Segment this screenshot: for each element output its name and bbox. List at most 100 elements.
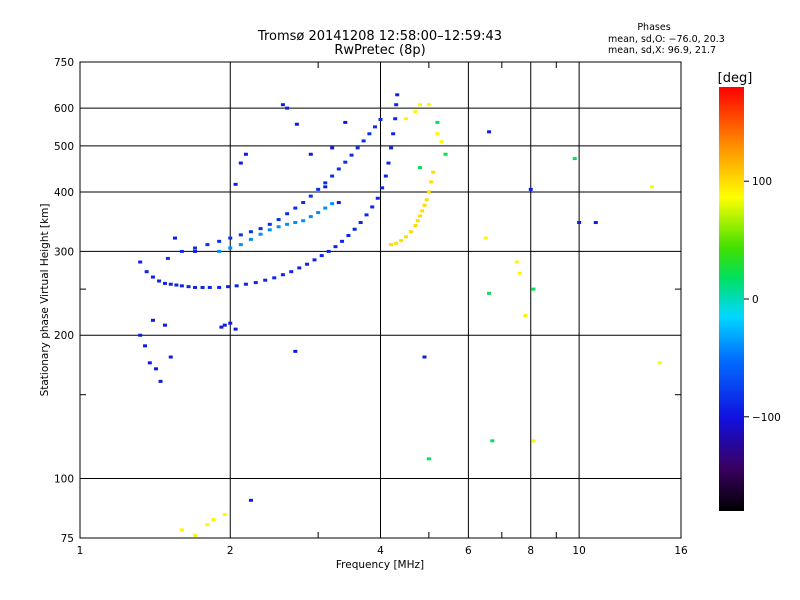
data-point: [147, 361, 152, 365]
data-point: [487, 291, 492, 295]
data-point: [383, 174, 388, 178]
y-tick-label: 200: [54, 330, 74, 342]
data-point: [285, 222, 290, 226]
data-point: [391, 132, 396, 136]
data-point: [258, 232, 263, 236]
data-point: [272, 276, 277, 280]
data-point: [330, 202, 335, 206]
data-point: [138, 333, 143, 337]
data-point: [415, 219, 420, 223]
data-point: [186, 285, 191, 289]
data-point: [172, 236, 177, 240]
data-point: [243, 152, 248, 156]
data-point: [349, 153, 354, 157]
data-point: [346, 234, 351, 238]
data-point: [248, 498, 253, 502]
data-point: [531, 439, 536, 443]
data-point: [418, 214, 423, 218]
data-point: [319, 254, 324, 258]
x-tick-label: 10: [572, 545, 585, 557]
data-point: [361, 139, 366, 143]
data-point: [378, 117, 383, 121]
data-point: [323, 185, 328, 189]
data-points: [138, 93, 662, 537]
y-tick-label: 75: [61, 533, 74, 545]
data-point: [238, 243, 243, 247]
plot-frame: [79, 61, 682, 539]
data-point: [399, 239, 404, 243]
data-point: [323, 206, 328, 210]
data-point: [326, 249, 331, 253]
data-point: [217, 239, 222, 243]
colorbar-ticks: 100 0 −100: [744, 176, 781, 424]
data-point: [572, 157, 577, 161]
data-point: [222, 323, 227, 327]
data-point: [205, 243, 210, 247]
data-point: [413, 110, 418, 114]
data-point: [343, 160, 348, 164]
data-point: [162, 281, 167, 285]
data-point: [289, 270, 294, 274]
data-point: [243, 282, 248, 286]
data-point: [217, 249, 222, 253]
data-point: [528, 187, 533, 191]
data-point: [435, 120, 440, 124]
colorbar-tick-label: 0: [752, 294, 759, 306]
x-tick-label: 2: [227, 545, 234, 557]
data-point: [420, 209, 425, 213]
data-point: [517, 271, 522, 275]
x-tick-label: 4: [377, 545, 384, 557]
data-point: [238, 161, 243, 165]
data-point: [358, 221, 363, 225]
data-point: [394, 241, 399, 245]
data-point: [424, 198, 429, 202]
data-point: [143, 344, 148, 348]
colorbar: [719, 87, 744, 511]
data-point: [439, 140, 444, 144]
x-tick-label: 6: [465, 545, 472, 557]
data-point: [219, 325, 224, 329]
data-point: [226, 285, 231, 289]
data-point: [234, 284, 239, 288]
data-point: [162, 323, 167, 327]
data-point: [233, 327, 238, 331]
chart-title: Tromsø 20141208 12:58:00–12:59:43: [257, 29, 502, 44]
data-point: [373, 125, 378, 129]
data-point: [233, 182, 238, 186]
data-point: [389, 146, 394, 150]
data-point: [238, 233, 243, 237]
data-point: [514, 260, 519, 264]
data-point: [333, 245, 338, 249]
data-point: [179, 528, 184, 532]
data-point: [228, 246, 233, 250]
data-point: [393, 117, 398, 121]
x-tick-label: 8: [527, 545, 534, 557]
data-point: [293, 221, 298, 225]
y-tick-label: 600: [54, 103, 74, 115]
data-point: [316, 211, 321, 215]
data-point: [577, 221, 582, 225]
data-point: [228, 236, 233, 240]
data-point: [426, 457, 431, 461]
data-point: [280, 103, 285, 107]
data-point: [293, 349, 298, 353]
y-tick-label: 100: [54, 474, 74, 486]
y-tick-label: 750: [54, 57, 74, 69]
data-point: [276, 225, 281, 229]
data-point: [394, 103, 399, 107]
data-point: [285, 106, 290, 110]
x-axis-label: Frequency [MHz]: [336, 559, 424, 571]
stats-o-mode: mean, sd,O: −76.0, 20.3: [608, 34, 725, 45]
stats-heading: Phases: [637, 22, 670, 33]
data-point: [483, 236, 488, 240]
data-point: [168, 355, 173, 359]
data-point: [443, 152, 448, 156]
data-point: [429, 180, 434, 184]
data-point: [316, 187, 321, 191]
data-point: [294, 122, 299, 126]
data-point: [193, 249, 198, 253]
data-point: [413, 224, 418, 228]
data-point: [364, 213, 369, 217]
x-tick-label: 1: [77, 545, 84, 557]
